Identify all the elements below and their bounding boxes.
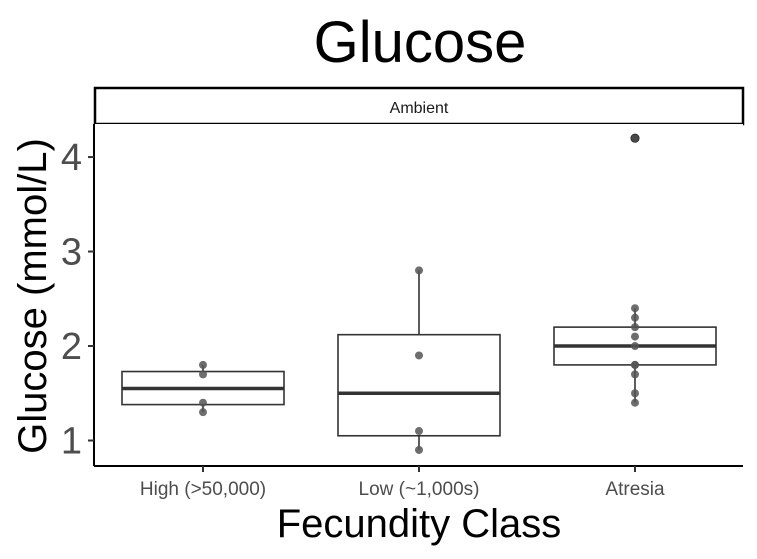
facet-strip — [93, 86, 745, 126]
chart-title: Glucose — [314, 10, 527, 75]
x-tick-label: Low (~1,000s) — [359, 479, 480, 500]
data-point — [631, 332, 639, 341]
x-ticks: High (>50,000) Low (~1,000s) Atresia — [140, 466, 665, 500]
y-axis-title: Glucose (mmol/L) — [11, 138, 55, 454]
data-point — [631, 398, 639, 407]
data-point — [199, 370, 207, 379]
data-point — [415, 445, 423, 454]
data-point — [199, 360, 207, 369]
y-tick-label: 3 — [61, 232, 82, 274]
data-point — [631, 134, 639, 143]
data-point — [631, 323, 639, 332]
data-point — [199, 398, 207, 407]
y-tick-label: 4 — [61, 137, 82, 179]
data-point — [631, 342, 639, 351]
box-body — [337, 333, 501, 437]
data-point — [631, 360, 639, 369]
data-point — [415, 351, 423, 360]
y-tick-label: 2 — [61, 326, 82, 368]
data-point — [631, 389, 639, 398]
y-tick-label: 1 — [61, 420, 82, 462]
facet-label: Ambient — [390, 100, 449, 117]
x-tick-label: High (>50,000) — [140, 479, 266, 500]
points — [199, 133, 640, 454]
y-ticks: 1 2 3 4 — [61, 137, 94, 462]
data-point — [631, 304, 639, 313]
data-point — [415, 427, 423, 436]
data-point — [199, 408, 207, 417]
data-point — [415, 266, 423, 275]
x-tick-label: Atresia — [605, 479, 665, 500]
data-point — [631, 313, 639, 322]
data-point — [631, 370, 639, 379]
x-axis-title: Fecundity Class — [277, 502, 562, 546]
